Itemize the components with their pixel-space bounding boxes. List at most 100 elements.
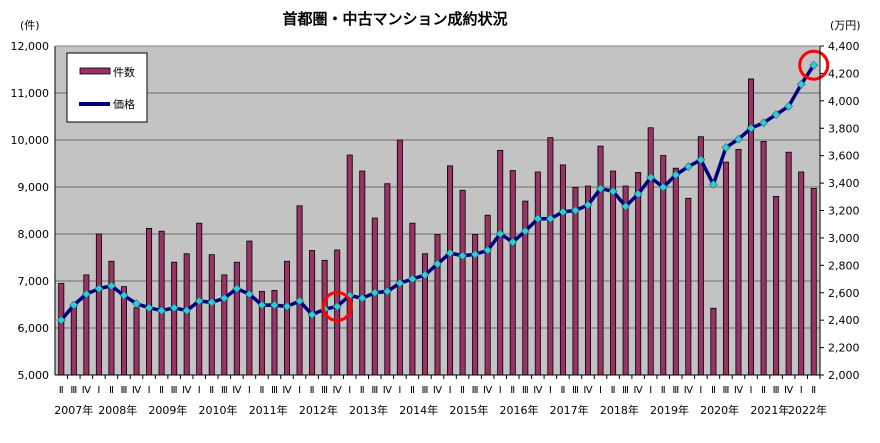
bar-count: [158, 230, 165, 376]
price-marker: [784, 101, 794, 111]
quarter-label: Ⅰ: [248, 385, 251, 396]
price-marker: [683, 162, 693, 172]
year-label: 2016年: [500, 403, 539, 417]
year-label: 2012年: [299, 403, 338, 417]
quarter-label: Ⅲ: [221, 385, 228, 396]
price-marker: [721, 143, 731, 152]
price-marker: [809, 60, 819, 70]
bar-count: [321, 259, 328, 376]
quarter-label: Ⅰ: [499, 385, 502, 396]
quarter-label: Ⅲ: [622, 385, 629, 396]
bar-count: [760, 141, 767, 376]
left-tick-label: 9,000: [18, 181, 50, 194]
right-tick-label: 2,000: [828, 369, 860, 382]
quarter-label: Ⅲ: [121, 385, 128, 396]
quarter-label: Ⅲ: [271, 385, 278, 396]
quarter-label: Ⅲ: [171, 385, 178, 396]
legend-box: [66, 52, 148, 123]
right-tick-label: 4,400: [828, 40, 860, 53]
quarter-label: Ⅰ: [549, 385, 552, 396]
price-marker: [433, 259, 442, 269]
legend-label-count: 件数: [113, 66, 135, 79]
highlight-circle: [798, 49, 830, 81]
year-label: 2020年: [700, 403, 739, 417]
bar-count: [284, 260, 291, 376]
left-tick-label: 7,000: [18, 275, 50, 288]
bar-count: [384, 183, 391, 376]
price-marker: [169, 303, 179, 313]
price-marker: [658, 182, 668, 192]
price-marker: [495, 229, 505, 239]
price-marker: [633, 189, 643, 199]
quarter-label: Ⅳ: [383, 385, 393, 396]
quarter-label: Ⅲ: [70, 385, 77, 396]
right-tick-label: 2,400: [828, 314, 860, 327]
quarter-label: Ⅳ: [333, 385, 343, 396]
price-marker: [144, 303, 154, 313]
quarter-label: Ⅱ: [410, 385, 415, 396]
bar-count: [559, 164, 566, 376]
bar-count: [710, 307, 717, 376]
highlight-circle: [321, 290, 353, 322]
year-label: 2008年: [98, 403, 137, 417]
right-tick-label: 3,000: [828, 232, 860, 245]
price-marker: [56, 315, 66, 325]
bar-count: [108, 260, 115, 376]
price-marker: [295, 296, 304, 306]
bar-count: [409, 222, 416, 376]
quarter-label: Ⅰ: [148, 385, 151, 396]
left-tick-label: 12,000: [11, 40, 50, 53]
right-tick-label: 4,200: [828, 67, 860, 80]
bar-count: [572, 187, 579, 376]
price-marker: [407, 274, 417, 284]
quarter-label: Ⅱ: [209, 385, 214, 396]
bar-count: [534, 171, 541, 376]
bar-count: [509, 170, 516, 376]
price-marker: [307, 310, 317, 320]
price-marker: [232, 284, 242, 294]
quarter-label: Ⅰ: [348, 385, 351, 396]
bar-count: [208, 254, 215, 376]
year-label: 2014年: [399, 403, 438, 417]
price-marker: [734, 134, 743, 144]
price-marker: [182, 306, 192, 315]
quarter-label: Ⅱ: [811, 385, 816, 396]
price-marker: [583, 200, 593, 210]
quarter-label: Ⅲ: [572, 385, 579, 396]
bar-count: [798, 171, 805, 376]
quarter-label: Ⅳ: [282, 385, 292, 396]
quarter-label: Ⅱ: [510, 385, 515, 396]
bar-count: [497, 149, 504, 376]
bar-count: [635, 172, 642, 376]
price-marker: [370, 288, 380, 298]
price-marker: [571, 206, 580, 215]
bar-count: [133, 307, 140, 376]
quarter-label: Ⅰ: [699, 385, 702, 396]
quarter-label: Ⅳ: [433, 385, 443, 396]
quarter-label: Ⅱ: [259, 385, 264, 396]
price-marker: [470, 249, 480, 259]
quarter-label: Ⅳ: [483, 385, 493, 396]
plot-layer: 5,000 6,000 7,000 8,000 9,000 10,000 11,000 12,…: [11, 40, 860, 417]
quarter-label: Ⅲ: [722, 385, 729, 396]
price-marker: [696, 155, 706, 165]
bar-count: [647, 127, 654, 376]
quarter-label: Ⅰ: [298, 385, 301, 396]
bar-count: [785, 151, 792, 376]
price-marker: [533, 214, 543, 224]
bar-count: [584, 185, 591, 376]
quarter-label: Ⅲ: [371, 385, 378, 396]
quarter-label: Ⅳ: [634, 385, 644, 396]
legend-bar-swatch: [79, 67, 111, 75]
quarter-label: Ⅰ: [750, 385, 753, 396]
right-tick-label: 2,800: [828, 259, 860, 272]
price-marker: [545, 214, 555, 224]
right-tick-label: 3,200: [828, 205, 860, 218]
quarter-label: Ⅲ: [472, 385, 479, 396]
price-marker: [759, 118, 768, 128]
price-marker: [646, 173, 656, 183]
year-label: 2017年: [550, 403, 589, 417]
quarter-label: Ⅲ: [672, 385, 679, 396]
right-tick-label: 3,400: [828, 177, 860, 190]
